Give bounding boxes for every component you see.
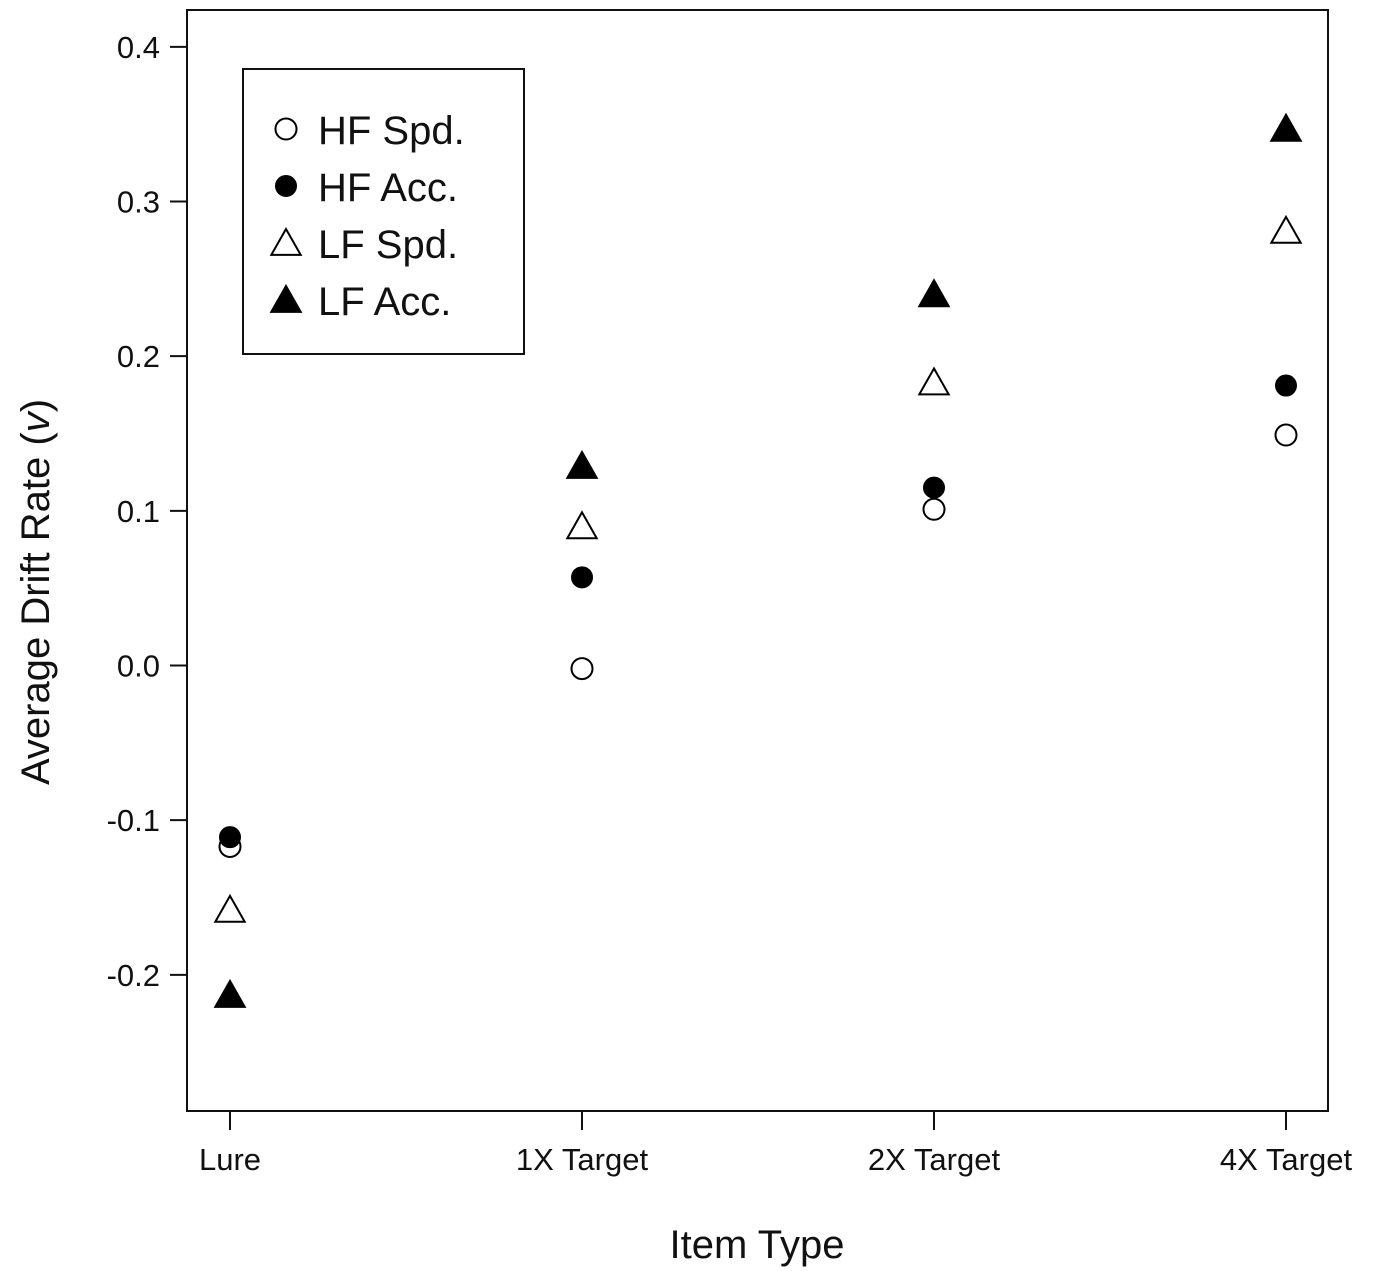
data-point	[571, 566, 593, 589]
data-point	[922, 497, 946, 521]
data-point	[1274, 423, 1298, 447]
data-point	[213, 893, 247, 923]
legend-label: HF Acc.	[318, 166, 458, 210]
data-point	[917, 366, 951, 396]
x-axis-title: Item Type	[670, 1223, 845, 1267]
x-tick-label: Lure	[199, 1142, 261, 1177]
data-point	[570, 657, 594, 681]
y-tick-label: -0.1	[107, 803, 160, 838]
legend-label: HF Spd.	[318, 109, 465, 153]
data-point	[565, 510, 599, 540]
legend-label: LF Acc.	[318, 280, 451, 324]
data-point	[213, 978, 247, 1008]
legend-marker	[269, 226, 303, 256]
legend-marker	[274, 117, 298, 141]
data-point	[1275, 374, 1297, 397]
legend-items: HF Spd. HF Acc. LF Spd. LF Acc.	[269, 109, 465, 324]
x-tick-label: 4X Target	[1220, 1142, 1353, 1177]
data-point	[917, 278, 951, 308]
plot-frame	[186, 9, 1329, 1112]
y-tick-label: 0.4	[117, 30, 160, 65]
y-axis-title: Average Drift Rate (v)	[14, 399, 58, 785]
y-axis-title-close: )	[14, 399, 58, 412]
x-tick-label: 2X Target	[868, 1142, 1001, 1177]
legend-marker	[275, 175, 297, 197]
data-point	[219, 826, 241, 849]
legend-marker	[269, 283, 303, 313]
y-axis-title-main: Average Drift Rate (	[14, 432, 58, 785]
y-tick-label: 0.2	[117, 339, 160, 374]
data-points	[213, 112, 1303, 1008]
data-point	[923, 476, 945, 499]
data-point	[1269, 214, 1303, 244]
y-tick-label: 0.0	[117, 649, 160, 684]
legend-label: LF Spd.	[318, 223, 458, 267]
y-tick-label: -0.2	[107, 958, 160, 993]
x-axis: Lure 1X Target 2X Target 4X Target	[199, 1111, 1352, 1177]
x-tick-label: 1X Target	[516, 1142, 649, 1177]
y-tick-label: 0.1	[117, 494, 160, 529]
legend: HF Spd. HF Acc. LF Spd. LF Acc.	[242, 68, 525, 355]
y-axis-title-variable: v	[14, 410, 58, 432]
data-point	[565, 449, 599, 479]
y-tick-label: 0.3	[117, 184, 160, 219]
data-point	[1269, 112, 1303, 142]
y-axis: -0.2 -0.1 0.0 0.1 0.2 0.3 0.4	[107, 30, 187, 993]
